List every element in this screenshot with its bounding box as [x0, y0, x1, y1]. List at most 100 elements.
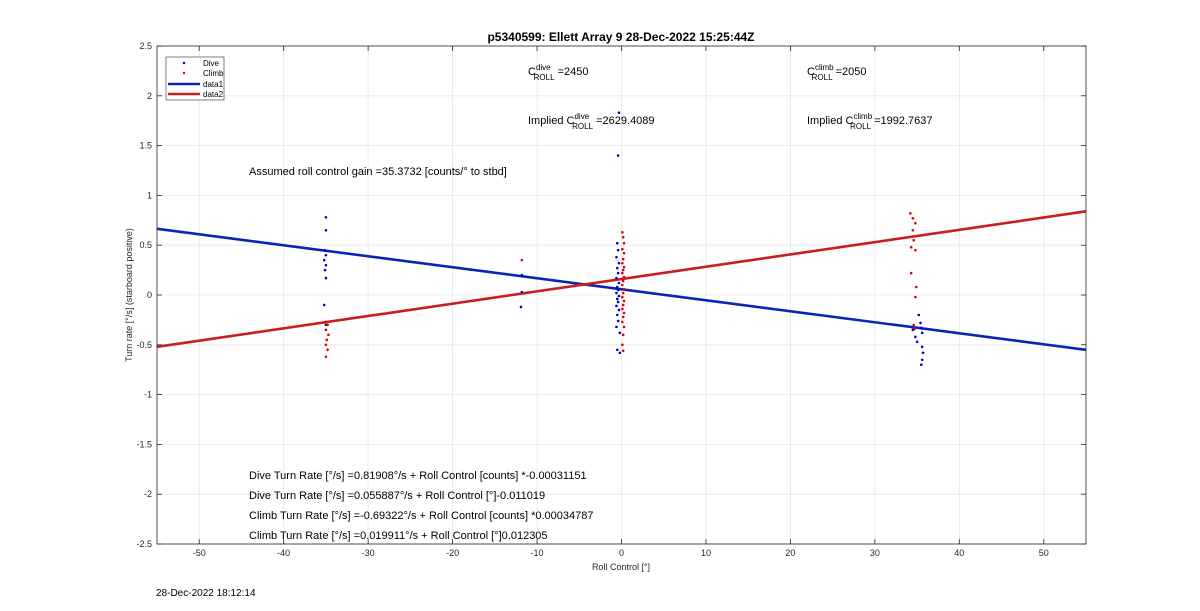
x-tick-label: -50 — [193, 548, 206, 558]
point-dive — [919, 321, 922, 325]
y-tick-label: 2 — [147, 91, 152, 101]
point-climb — [621, 247, 624, 251]
point-dive — [615, 255, 618, 259]
point-climb — [621, 343, 624, 347]
point-climb — [621, 257, 625, 261]
x-tick-label: -10 — [531, 548, 544, 558]
y-tick-label: -2 — [144, 489, 152, 499]
point-climb — [621, 315, 625, 319]
point-climb — [912, 323, 916, 327]
point-dive — [616, 248, 620, 252]
point-climb — [913, 327, 916, 331]
point-climb — [911, 228, 915, 232]
point-climb — [621, 271, 624, 275]
point-dive — [617, 281, 621, 285]
x-tick-label: 10 — [701, 548, 711, 558]
point-dive — [616, 300, 620, 304]
point-dive — [322, 258, 326, 262]
point-climb — [325, 338, 329, 342]
point-dive — [615, 297, 619, 301]
point-climb — [621, 333, 625, 337]
point-climb — [327, 333, 330, 337]
annotation-implied-climb: Implied Cclimb ROLL =1992.7637 — [807, 112, 933, 131]
point-dive — [616, 271, 620, 275]
point-climb — [621, 303, 625, 307]
legend-label-data2: data2 — [203, 90, 224, 99]
point-climb — [621, 261, 624, 265]
x-axis-label: Roll Control [°] — [592, 562, 650, 572]
point-climb — [909, 271, 913, 275]
point-climb — [622, 311, 626, 315]
y-axis-label: Turn rate [°/s] (starboard positive) — [124, 228, 134, 362]
point-climb — [622, 299, 626, 303]
point-dive — [617, 261, 621, 265]
y-tick-label: 0 — [147, 290, 152, 300]
point-dive — [920, 326, 923, 330]
point-dive — [615, 266, 619, 270]
annotation-gain: Assumed roll control gain =35.3732 [coun… — [249, 166, 507, 178]
point-climb — [622, 287, 626, 291]
point-dive — [519, 305, 523, 309]
point-dive — [921, 351, 925, 355]
x-tick-label: -20 — [446, 548, 459, 558]
legend-label-climb: Climb — [203, 69, 224, 78]
point-climb — [622, 265, 626, 269]
y-tick-label: 1 — [147, 190, 152, 200]
fit-line-data1 — [157, 227, 1086, 352]
point-climb — [912, 238, 916, 242]
point-climb — [621, 307, 624, 311]
point-climb — [520, 258, 524, 262]
point-dive — [520, 273, 524, 277]
point-dive — [914, 335, 917, 339]
legend-label-data1: data1 — [203, 80, 224, 89]
point-climb — [621, 320, 624, 324]
point-climb — [326, 348, 329, 352]
point-climb — [621, 295, 624, 299]
annotation-c-dive: Cdive ROLL =2450 — [528, 63, 589, 82]
y-tick-label: 1.5 — [139, 141, 152, 151]
point-climb — [622, 251, 626, 255]
point-climb — [914, 295, 917, 299]
y-tick-label: 0.5 — [139, 240, 152, 250]
point-climb — [621, 230, 624, 234]
point-dive — [324, 276, 328, 280]
footer-timestamp: 28-Dec-2022 18:12:14 — [156, 588, 256, 599]
point-dive — [323, 248, 327, 252]
point-dive — [618, 351, 622, 355]
y-tick-label: -1 — [144, 390, 152, 400]
point-dive — [615, 285, 619, 289]
point-dive — [920, 358, 924, 362]
point-dive — [615, 291, 618, 295]
point-climb — [914, 221, 917, 225]
point-dive — [324, 216, 328, 219]
point-climb — [621, 279, 625, 283]
point-dive — [520, 290, 524, 294]
legend-label-dive: Dive — [203, 59, 220, 68]
point-climb — [914, 248, 917, 252]
y-tick-label: -2.5 — [136, 539, 152, 549]
point-climb — [324, 328, 328, 332]
equation-dive-degrees: Dive Turn Rate [°/s] =0.055887°/s + Roll… — [249, 490, 545, 502]
point-dive — [920, 331, 924, 335]
equation-climb-counts: Climb Turn Rate [°/s] =-0.69322°/s + Rol… — [249, 510, 594, 522]
point-dive — [618, 331, 622, 335]
point-dive — [616, 288, 620, 292]
legend: Dive Climb data1 data2 — [165, 56, 225, 101]
point-dive — [323, 268, 327, 272]
plot-area — [157, 111, 1086, 367]
point-climb — [621, 268, 625, 272]
point-dive — [615, 325, 618, 329]
point-dive — [324, 263, 328, 267]
point-dive — [617, 294, 621, 298]
point-climb — [621, 235, 625, 239]
point-dive — [920, 345, 924, 349]
legend-marker-climb — [182, 71, 186, 75]
point-climb — [621, 349, 625, 353]
point-dive — [324, 228, 328, 232]
x-tick-label: 40 — [954, 548, 964, 558]
point-climb — [622, 275, 626, 279]
point-dive — [615, 276, 618, 280]
point-climb — [909, 212, 912, 215]
x-tick-label: 0 — [619, 548, 624, 558]
